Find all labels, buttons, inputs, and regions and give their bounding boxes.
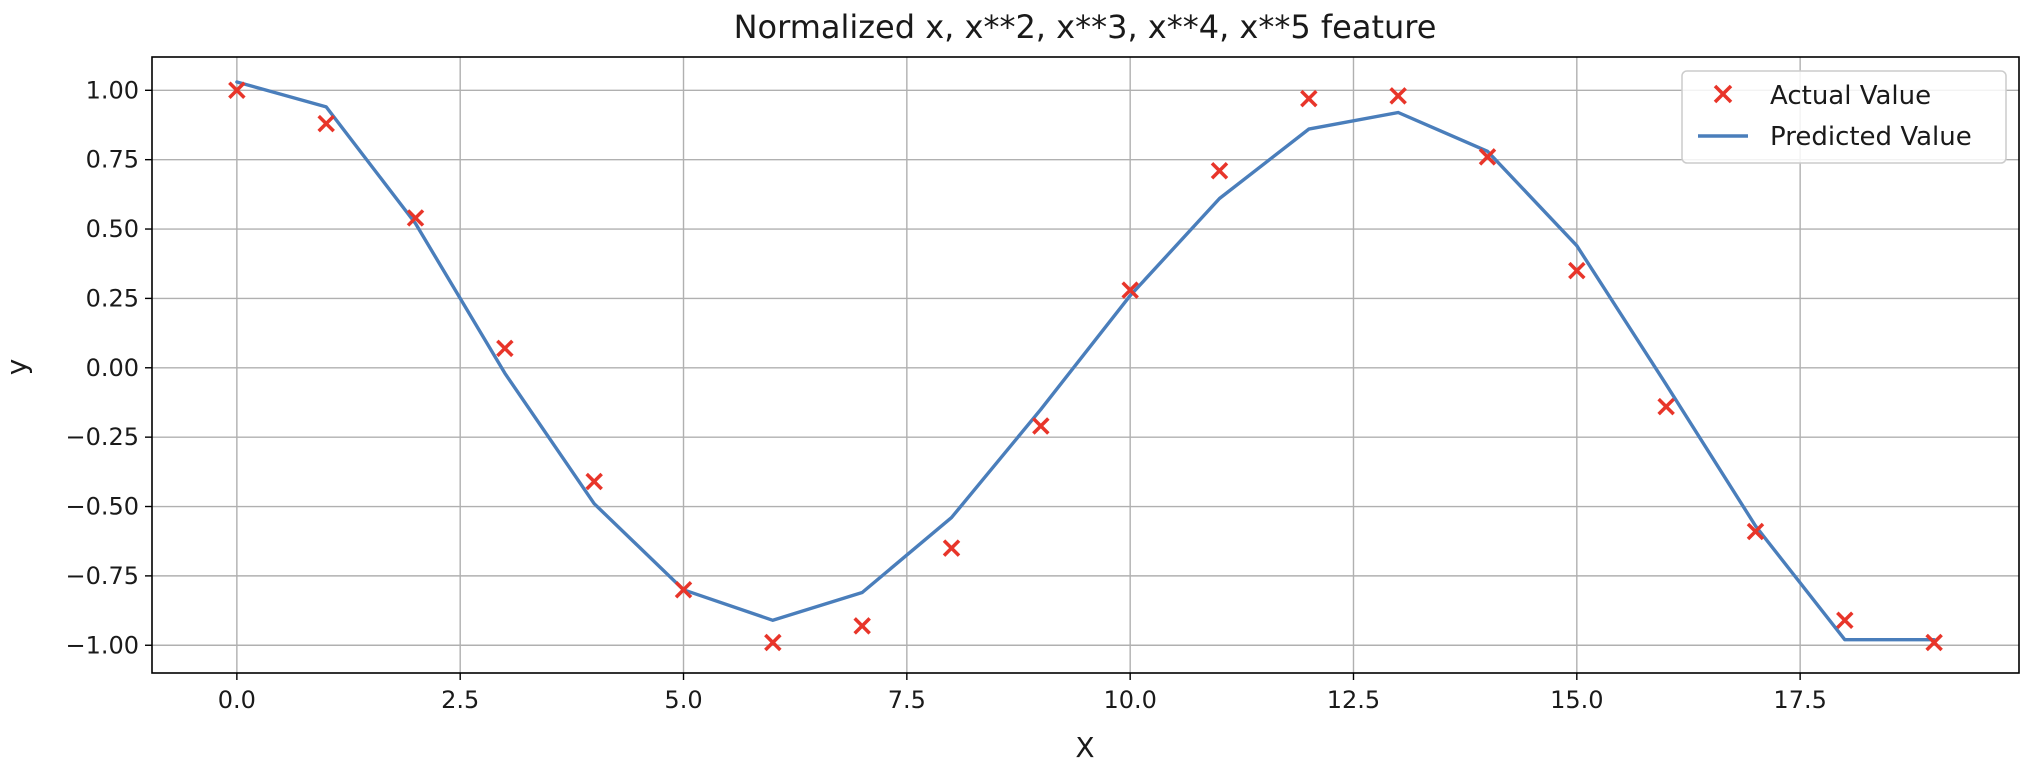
actual-value-marker: [942, 539, 961, 557]
x-tick-label: 17.5: [1773, 686, 1826, 714]
x-tick-label: 10.0: [1103, 686, 1156, 714]
y-tick-label: 0.75: [86, 146, 139, 174]
y-tick-label: −0.75: [65, 562, 139, 590]
x-axis-label: X: [1075, 731, 1094, 764]
x-tick-label: 2.5: [441, 686, 479, 714]
actual-value-marker: [1389, 87, 1407, 105]
actual-value-marker: [1210, 162, 1229, 180]
y-tick-label: 0.50: [86, 215, 139, 243]
actual-value-marker: [496, 339, 514, 358]
actual-value-marker: [764, 633, 782, 652]
actual-value-marker: [1836, 611, 1854, 630]
chart-title: Normalized x, x**2, x**3, x**4, x**5 fea…: [734, 8, 1437, 46]
axis-ticks: 0.0 2.5 5.0 7.5 10.0 12.5 15.0 17.5 1.00 0.75 0.50…: [65, 76, 1826, 714]
actual-value-marker: [674, 581, 693, 599]
predicted-value-line: [235, 80, 1936, 642]
legend: Actual Value Predicted Value: [1681, 70, 2007, 164]
actual-value-marker: [1300, 89, 1318, 108]
actual-value-marker: [1478, 148, 1497, 166]
plot-frame: [151, 56, 2020, 674]
legend-label-actual: Actual Value: [1770, 81, 1931, 111]
y-tick-label: −1.00: [65, 631, 139, 659]
actual-value-marker: [1657, 397, 1675, 416]
legend-marker-actual: [1713, 84, 1733, 104]
y-tick-label: 0.25: [86, 284, 139, 312]
legend-label-predicted: Predicted Value: [1770, 122, 1972, 152]
y-tick-label: 0.00: [86, 354, 139, 382]
actual-value-marker: [317, 114, 335, 133]
x-tick-label: 15.0: [1550, 686, 1603, 714]
x-tick-label: 7.5: [888, 686, 926, 714]
legend-box: [1681, 70, 2007, 164]
actual-value-marker: [1032, 417, 1050, 435]
x-tick-label: 0.0: [218, 686, 256, 714]
y-tick-label: 1.00: [86, 76, 139, 104]
actual-value-marker: [406, 209, 425, 227]
actual-value-marker: [1746, 522, 1765, 541]
y-axis-label: y: [0, 359, 33, 376]
actual-value-marker: [228, 81, 246, 100]
actual-value-marker: [853, 617, 871, 635]
plot-series: [228, 80, 1943, 652]
y-tick-label: −0.25: [65, 423, 139, 451]
y-tick-label: −0.50: [65, 493, 139, 521]
actual-value-marker: [1121, 281, 1139, 299]
x-tick-label: 5.0: [664, 686, 702, 714]
actual-value-marker: [1925, 633, 1943, 652]
x-tick-label: 12.5: [1327, 686, 1380, 714]
actual-value-marker: [585, 472, 603, 491]
actual-value-marker: [1568, 261, 1586, 280]
